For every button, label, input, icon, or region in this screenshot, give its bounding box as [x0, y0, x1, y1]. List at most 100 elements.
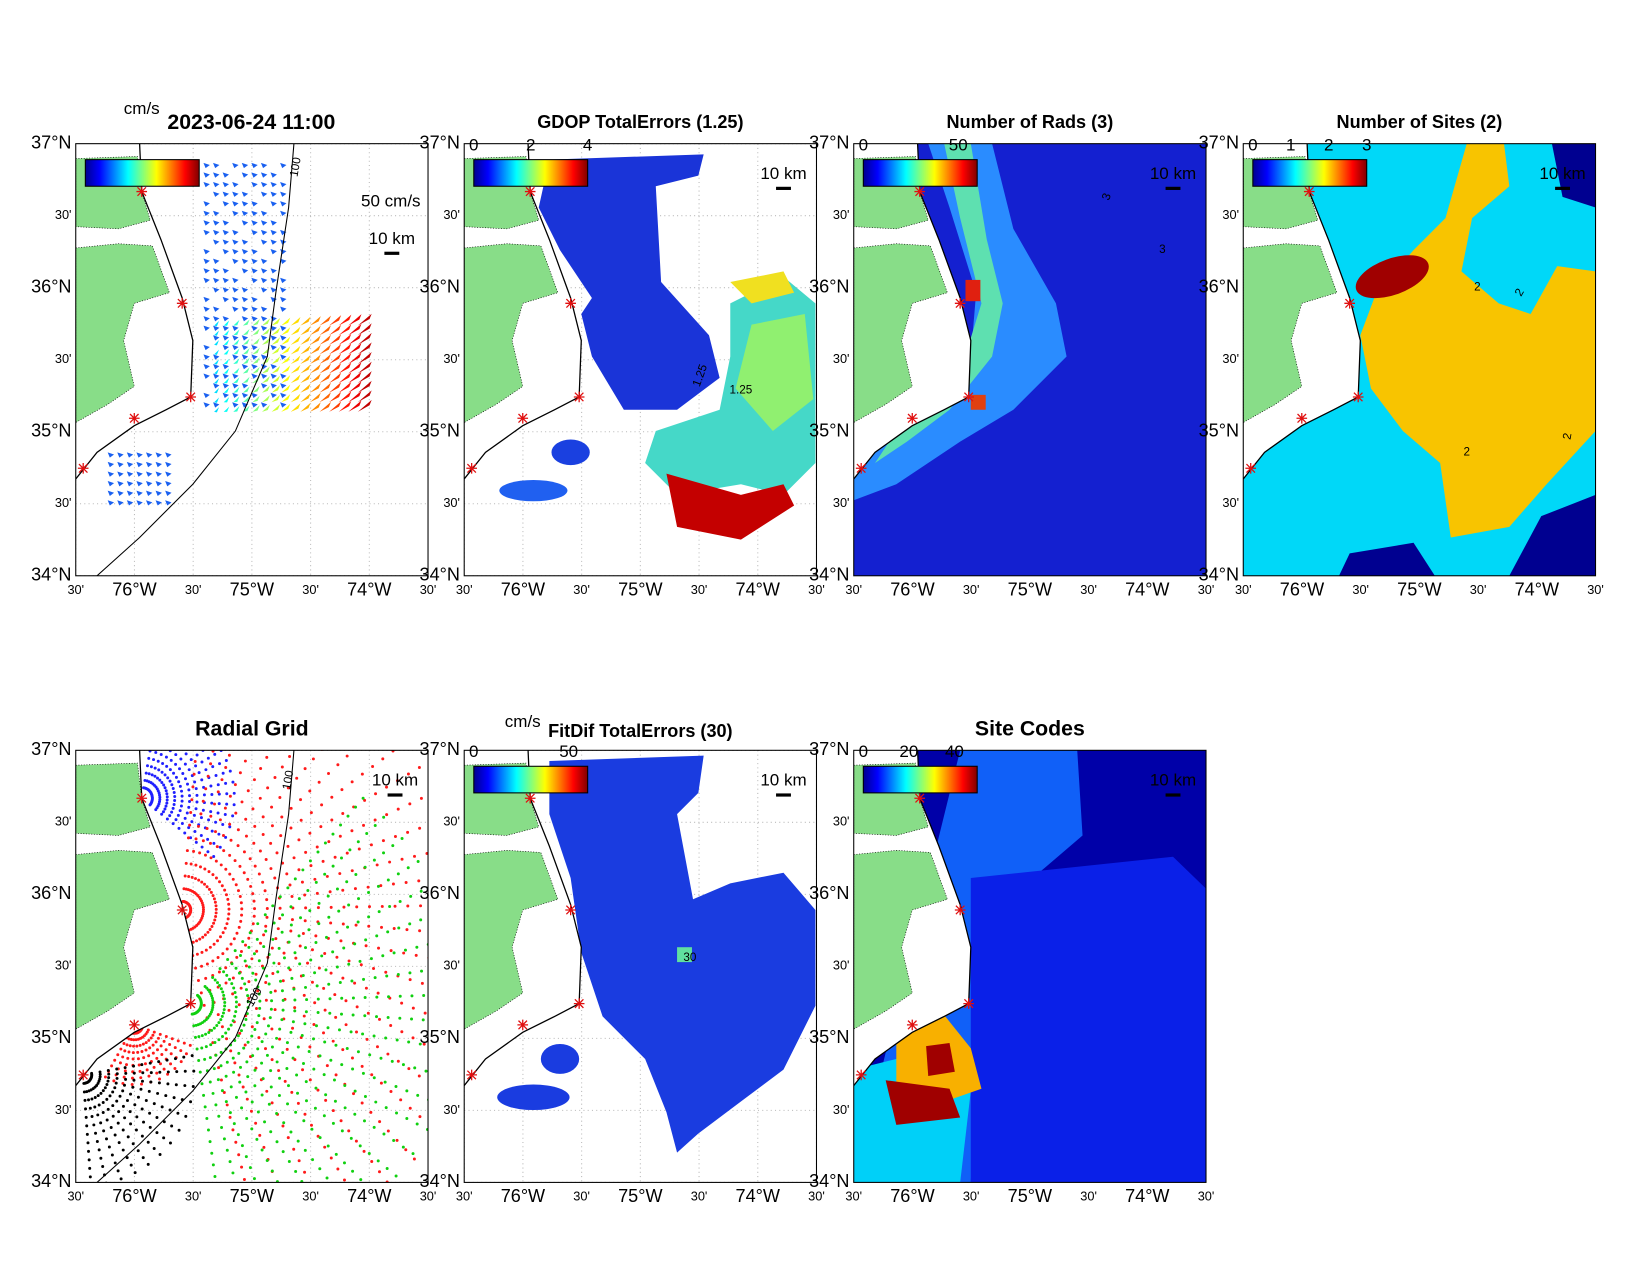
grid-point: [286, 844, 290, 848]
grid-point: [206, 837, 210, 841]
lon-tick-label: 30': [573, 582, 590, 597]
grid-point: [183, 762, 187, 766]
grid-point: [174, 762, 178, 766]
arrow: [242, 357, 250, 364]
arrow: [319, 353, 331, 364]
grid-point: [240, 913, 244, 917]
grid-point: [151, 735, 154, 738]
grid-point: [286, 786, 290, 790]
grid-point: [232, 937, 236, 941]
arrow: [251, 181, 258, 188]
grid-point: [308, 1045, 312, 1049]
lon-tick-label: 74°W: [347, 579, 391, 599]
grid-point: [338, 872, 342, 876]
grid-point: [381, 839, 385, 843]
grid-point: [443, 876, 446, 879]
grid-point: [364, 944, 368, 948]
grid-point: [347, 962, 351, 966]
grid-point: [180, 794, 184, 798]
grid-point: [213, 1174, 217, 1178]
grid-point: [331, 864, 335, 868]
grid-point: [213, 978, 217, 982]
isobath: [96, 143, 295, 576]
grid-point: [254, 668, 257, 671]
arrow: [203, 181, 210, 188]
grid-point: [178, 784, 182, 788]
grid-point: [277, 1243, 280, 1246]
grid-point: [393, 904, 397, 908]
grid-point: [218, 1210, 221, 1213]
grid-point: [168, 768, 172, 772]
grid-point: [291, 1020, 295, 1024]
grid-point: [261, 880, 265, 884]
arrow: [280, 191, 287, 197]
arrow: [357, 390, 372, 403]
grid-point: [400, 1030, 404, 1034]
grid-point: [180, 822, 184, 826]
grid-point: [434, 1049, 437, 1052]
site-marker: [1303, 186, 1315, 197]
arrow: [223, 368, 230, 374]
grid-point: [165, 801, 169, 805]
grid-point: [400, 1001, 404, 1005]
grid-point: [251, 1251, 254, 1254]
arrow: [270, 344, 277, 351]
grid-point: [265, 755, 269, 759]
grid-point: [205, 633, 208, 636]
grid-point: [473, 733, 476, 736]
grid-point: [176, 736, 179, 739]
grid-point: [245, 1116, 249, 1120]
grid-point: [313, 877, 317, 881]
site-marker: [906, 412, 918, 424]
site-marker: [1296, 412, 1308, 424]
grid-point: [398, 994, 402, 998]
arrow: [203, 296, 210, 303]
grid-point: [281, 1051, 285, 1055]
arrow: [203, 258, 210, 264]
axes-frame: [75, 143, 429, 577]
grid-point: [276, 970, 280, 974]
grid-point: [200, 845, 204, 849]
grid-point: [151, 1033, 155, 1037]
grid-point: [439, 1089, 442, 1092]
arrow: [251, 210, 258, 217]
grid-point: [271, 745, 274, 748]
grid-point: [391, 882, 395, 886]
arrow: [338, 381, 352, 393]
grid-point: [337, 1028, 341, 1032]
arrow: [271, 327, 281, 336]
grid-point: [299, 798, 303, 802]
grid-point: [243, 959, 247, 963]
grid-point: [252, 778, 256, 782]
grid-point: [432, 719, 435, 722]
grid-point: [123, 1066, 127, 1070]
lat-tick-label: 30': [55, 207, 72, 222]
grid-point: [255, 1021, 259, 1025]
grid-point: [223, 926, 227, 930]
grid-point: [421, 1018, 425, 1022]
grid-point: [194, 837, 198, 841]
lat-tick-label: 36°N: [809, 883, 849, 903]
site-marker: [565, 297, 576, 309]
arrow: [222, 172, 230, 178]
grid-point: [254, 978, 258, 982]
grid-point: [348, 848, 352, 852]
arrow: [241, 191, 249, 197]
panel-title: Number of Sites (2): [1337, 112, 1503, 132]
grid-point: [114, 1081, 118, 1085]
arrow: [280, 306, 287, 312]
grid-point: [334, 1152, 338, 1156]
grid-point: [127, 1050, 131, 1054]
grid-point: [159, 737, 162, 740]
grid-point: [139, 1076, 143, 1080]
grid-point: [309, 1123, 313, 1127]
axes-frame: [853, 749, 1207, 1183]
grid-point: [206, 1128, 210, 1132]
grid-point: [371, 765, 375, 768]
grid-point: [226, 897, 230, 901]
grid-point: [445, 1055, 448, 1058]
grid-point: [216, 811, 220, 815]
grid-point: [412, 734, 415, 737]
grid-point: [273, 607, 276, 610]
arrow: [270, 335, 277, 341]
